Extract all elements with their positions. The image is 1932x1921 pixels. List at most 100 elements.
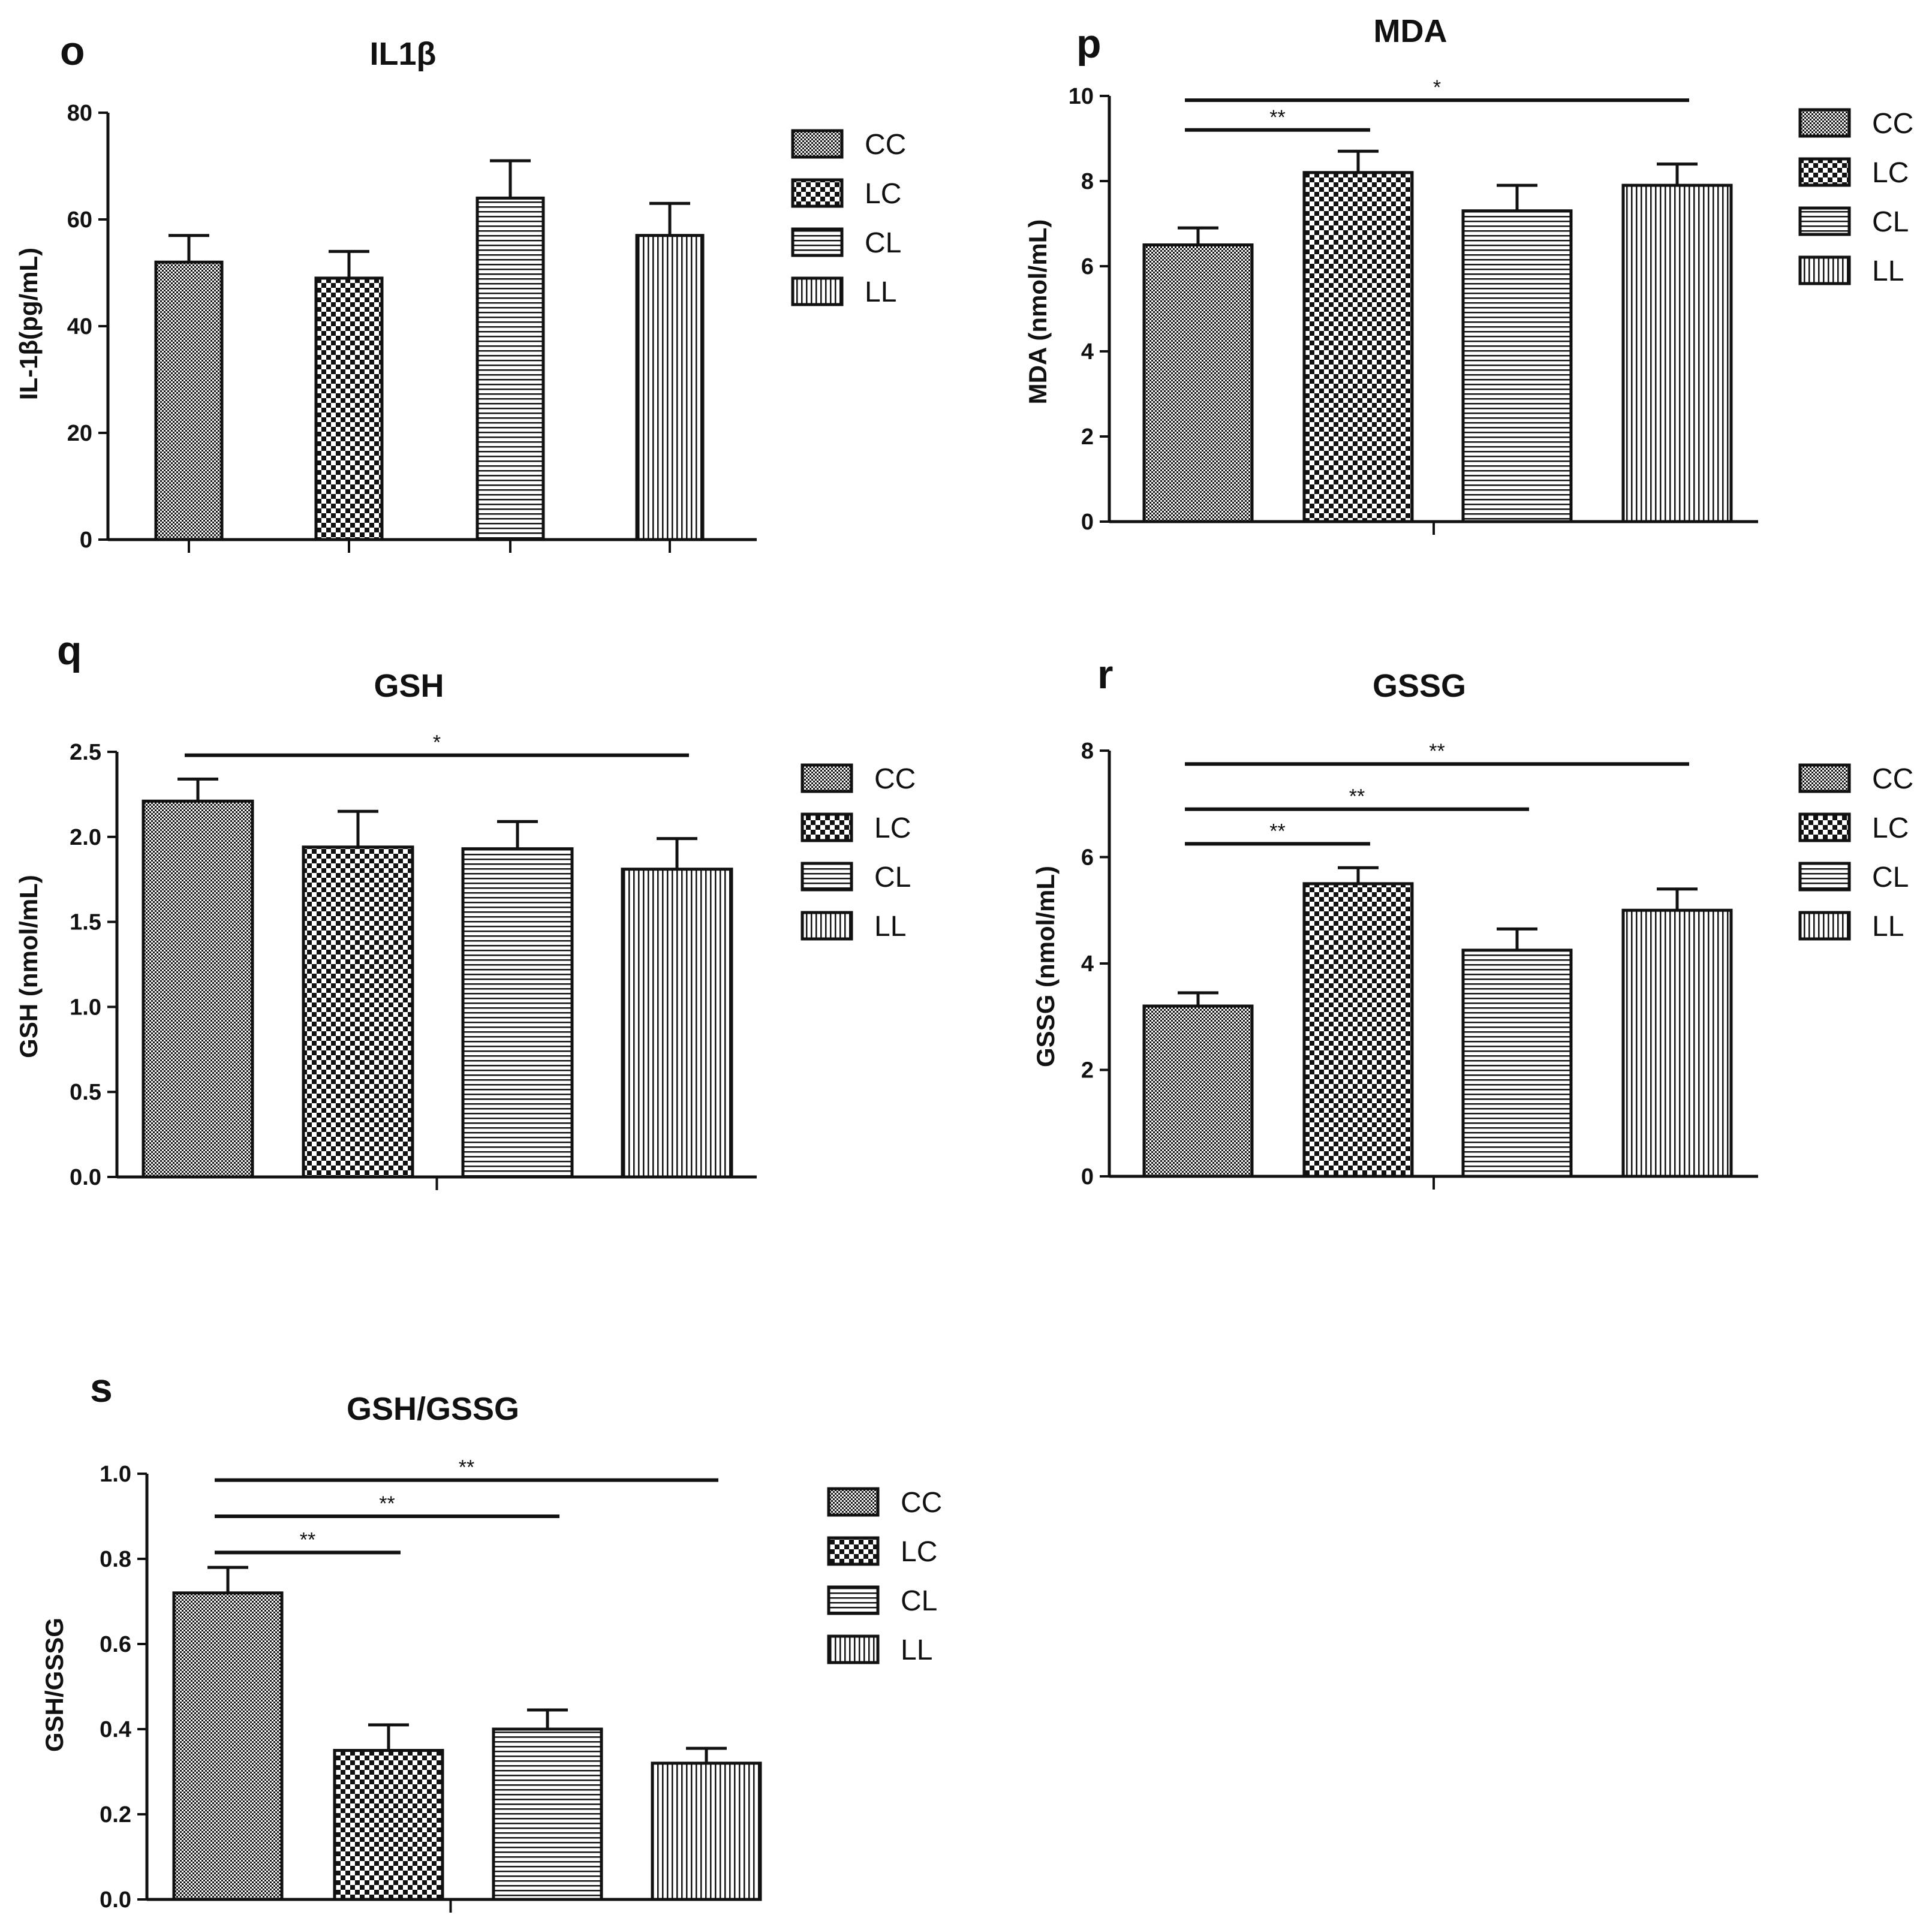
panel-letter-p: p (1076, 21, 1102, 67)
legend-swatch (791, 227, 844, 257)
significance-label: ** (459, 1456, 474, 1479)
y-axis-label: IL-1β(pg/mL) (14, 248, 43, 400)
y-tick-label: 2.5 (70, 740, 101, 765)
chart-title-il1b: IL1β (370, 36, 437, 72)
legend-swatch (827, 1634, 880, 1664)
legend-swatch (791, 129, 844, 159)
y-tick-label: 0 (80, 528, 92, 553)
bar-cc (1142, 243, 1254, 523)
y-tick-label: 0 (1081, 1164, 1094, 1190)
legend-label: LL (865, 276, 896, 308)
chart-panel-s: s GSH/GSSG GSH/GSSG 0.0 0.2 0.4 0.6 0.8 1.0 **… (40, 1365, 942, 1913)
significance-label: ** (300, 1528, 315, 1551)
legend-swatch (801, 812, 853, 842)
y-tick-label: 2 (1081, 424, 1094, 450)
legend-label: LL (1872, 255, 1904, 287)
significance-label: * (433, 731, 441, 754)
legend-label: CC (1872, 108, 1913, 140)
significance-label: ** (1429, 740, 1445, 763)
legend-label: LC (1872, 812, 1909, 844)
bar-cc (154, 260, 224, 541)
legend-label: CL (1872, 862, 1909, 893)
significance-label: * (1433, 76, 1441, 99)
significance-label: ** (379, 1492, 395, 1515)
bar-cl (476, 196, 545, 541)
legend-swatch (1798, 108, 1851, 138)
legend-label: CC (1872, 763, 1913, 795)
legend-label: CL (1872, 206, 1909, 238)
panel-letter-q: q (57, 628, 82, 673)
bar-ll (635, 234, 705, 541)
legend-label: LC (874, 812, 911, 844)
legend-label: CL (901, 1585, 937, 1617)
legend-label: LL (1872, 911, 1904, 943)
bar-lc (314, 276, 384, 541)
legend-swatch (827, 1536, 880, 1566)
y-tick-label: 2 (1081, 1058, 1094, 1083)
bar-ll (651, 1762, 762, 1901)
y-tick-label: 40 (67, 314, 92, 339)
legend-swatch (1798, 812, 1851, 842)
y-axis-label: GSSG (nmol/mL) (1031, 866, 1060, 1067)
legend-swatch (1798, 862, 1851, 892)
bar-cl (1461, 949, 1573, 1178)
legend-swatch (791, 178, 844, 208)
y-tick-label: 0.8 (100, 1547, 131, 1572)
legend-swatch (801, 763, 853, 793)
legend-label: CC (901, 1487, 942, 1519)
legend-swatch (827, 1585, 880, 1615)
y-tick-label: 0.0 (70, 1165, 101, 1190)
legend-label: CC (865, 129, 906, 161)
y-tick-label: 0.5 (70, 1080, 101, 1105)
y-tick-label: 4 (1081, 339, 1094, 365)
y-tick-label: 60 (67, 207, 92, 233)
bar-cl (461, 847, 574, 1179)
bar-lc (1302, 171, 1414, 523)
significance-label: ** (1349, 785, 1365, 808)
bar-lc (302, 845, 414, 1179)
y-tick-label: 8 (1081, 169, 1094, 194)
legend-swatch (1798, 911, 1851, 941)
legend-label: LL (901, 1634, 932, 1666)
y-tick-label: 20 (67, 421, 92, 446)
legend-swatch (1798, 763, 1851, 793)
legend-label: LC (1872, 157, 1909, 189)
panel-letter-o: o (60, 28, 85, 74)
y-tick-label: 0.4 (100, 1717, 131, 1742)
bar-cc (142, 799, 254, 1179)
chart-title-gsh: GSH (374, 668, 444, 704)
chart-panel-r: r GSSG GSSG (nmol/mL) 0 2 4 6 8 ** ** ** CC LC CL L… (1031, 652, 1913, 1190)
legend-label: CL (865, 227, 901, 259)
chart-title-gsh-gssg: GSH/GSSG (347, 1391, 519, 1427)
y-tick-label: 1.0 (70, 995, 101, 1020)
y-tick-label: 0.0 (100, 1887, 131, 1913)
y-tick-label: 0.2 (100, 1802, 131, 1827)
bar-ll (621, 868, 733, 1179)
bar-cc (1142, 1004, 1254, 1178)
y-axis-label: GSH/GSSG (40, 1618, 68, 1752)
panel-letter-s: s (90, 1365, 113, 1411)
legend-swatch (801, 911, 853, 941)
y-tick-label: 8 (1081, 739, 1094, 764)
y-tick-label: 10 (1069, 84, 1094, 109)
legend-label: CC (874, 763, 916, 795)
legend-swatch (791, 276, 844, 306)
y-tick-label: 0.6 (100, 1632, 131, 1657)
y-tick-label: 80 (67, 101, 92, 126)
y-tick-label: 4 (1081, 952, 1094, 977)
significance-label: ** (1269, 106, 1285, 129)
y-axis-label: MDA (nmol/mL) (1024, 219, 1052, 405)
legend-swatch (801, 862, 853, 892)
chart-panel-o: o IL1β IL-1β(pg/mL) 0 20 40 60 80 CC LC CL LL (14, 28, 906, 553)
legend-swatch (1798, 255, 1851, 285)
panel-letter-r: r (1097, 652, 1113, 697)
legend-label: LC (901, 1536, 937, 1568)
y-tick-label: 1.0 (100, 1462, 131, 1487)
legend-swatch (1798, 206, 1851, 236)
y-tick-label: 0 (1081, 510, 1094, 535)
significance-label: ** (1269, 820, 1285, 842)
bar-cc (172, 1591, 284, 1901)
chart-title-gssg: GSSG (1373, 668, 1466, 704)
